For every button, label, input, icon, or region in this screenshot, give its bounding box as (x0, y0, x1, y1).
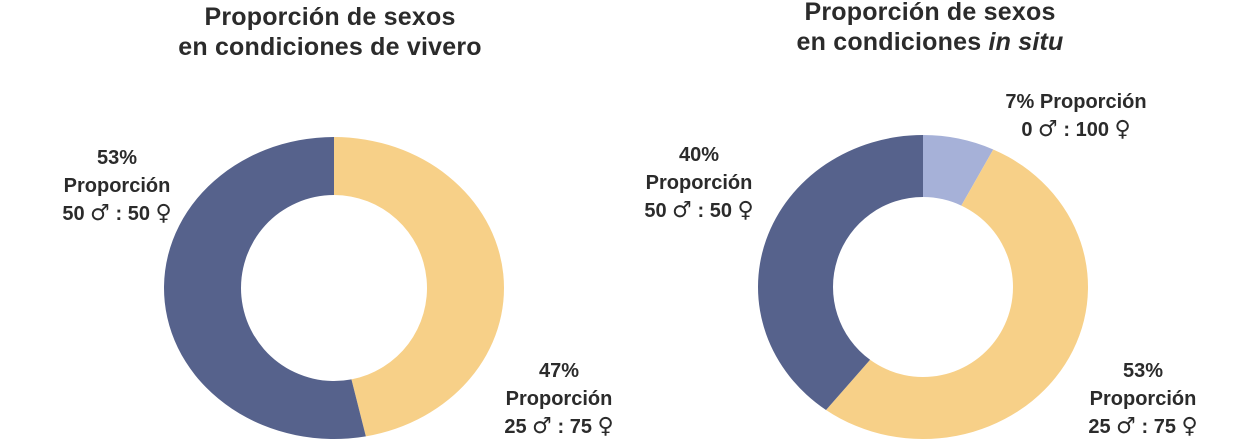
chart-1-label-53: 53% Proporción 50 ♂ : 50 ♀ (50, 144, 184, 228)
male-symbol-icon: ♂ (672, 198, 692, 223)
chart-1-title-line-2: en condiciones de vivero (178, 33, 482, 61)
chart-1-title: Proporción de sexos en condiciones de vi… (120, 2, 540, 62)
slice-percent-and-name: 7% Proporción (1005, 91, 1147, 113)
donut-slice-53 (826, 149, 1089, 440)
chart-2-title: Proporción de sexos en condiciones in si… (720, 0, 1140, 57)
slice-ratio: 50 ♂ : 50 ♀ (644, 198, 754, 223)
male-symbol-icon: ♂ (90, 201, 110, 226)
slice-name: Proporción (505, 388, 613, 410)
chart-2-title-line-2: en condiciones in situ (720, 27, 1140, 57)
donut-slice-47 (334, 137, 505, 437)
male-symbol-icon: ♂ (1116, 414, 1136, 439)
female-symbol-icon: ♀ (597, 414, 614, 439)
slice-percent: 40% (678, 144, 720, 166)
female-symbol-icon: ♀ (737, 198, 754, 223)
slice-ratio: 50 ♂ : 50 ♀ (62, 201, 172, 226)
donut-slice-7 (923, 135, 994, 206)
slice-percent: 53% (1122, 360, 1164, 382)
male-symbol-icon: ♂ (532, 414, 552, 439)
slice-name: Proporción (1089, 388, 1197, 410)
chart-1-title-line-1: Proporción de sexos (204, 3, 456, 31)
slice-name: Proporción (63, 175, 171, 197)
female-symbol-icon: ♀ (1114, 117, 1131, 142)
slice-ratio: 25 ♂ : 75 ♀ (1088, 414, 1198, 439)
chart-2-title-line-2-italic: in situ (988, 28, 1064, 56)
slice-ratio: 0 ♂ : 100 ♀ (1021, 117, 1131, 142)
female-symbol-icon: ♀ (1181, 414, 1198, 439)
chart-2-title-line-2-prefix: en condiciones (796, 28, 989, 56)
donut-chart-vivero (164, 137, 505, 439)
female-symbol-icon: ♀ (155, 201, 172, 226)
chart-2-label-40: 40% Proporción 50 ♂ : 50 ♀ (632, 141, 766, 225)
slice-ratio: 25 ♂ : 75 ♀ (504, 414, 614, 439)
chart-1-label-47: 47% Proporción 25 ♂ : 75 ♀ (492, 357, 626, 441)
slice-percent: 53% (96, 147, 138, 169)
chart-2-title-line-1: Proporción de sexos (804, 0, 1056, 26)
slice-name: Proporción (645, 172, 753, 194)
chart-2-label-53: 53% Proporción 25 ♂ : 75 ♀ (1076, 357, 1210, 441)
chart-2-label-7: 7% Proporción 0 ♂ : 100 ♀ (976, 88, 1176, 144)
donut-slice-40 (758, 135, 923, 410)
donut-slice-53 (164, 137, 366, 439)
donut-chart-in-situ (758, 135, 1089, 440)
male-symbol-icon: ♂ (1038, 117, 1058, 142)
slice-percent: 47% (538, 360, 580, 382)
